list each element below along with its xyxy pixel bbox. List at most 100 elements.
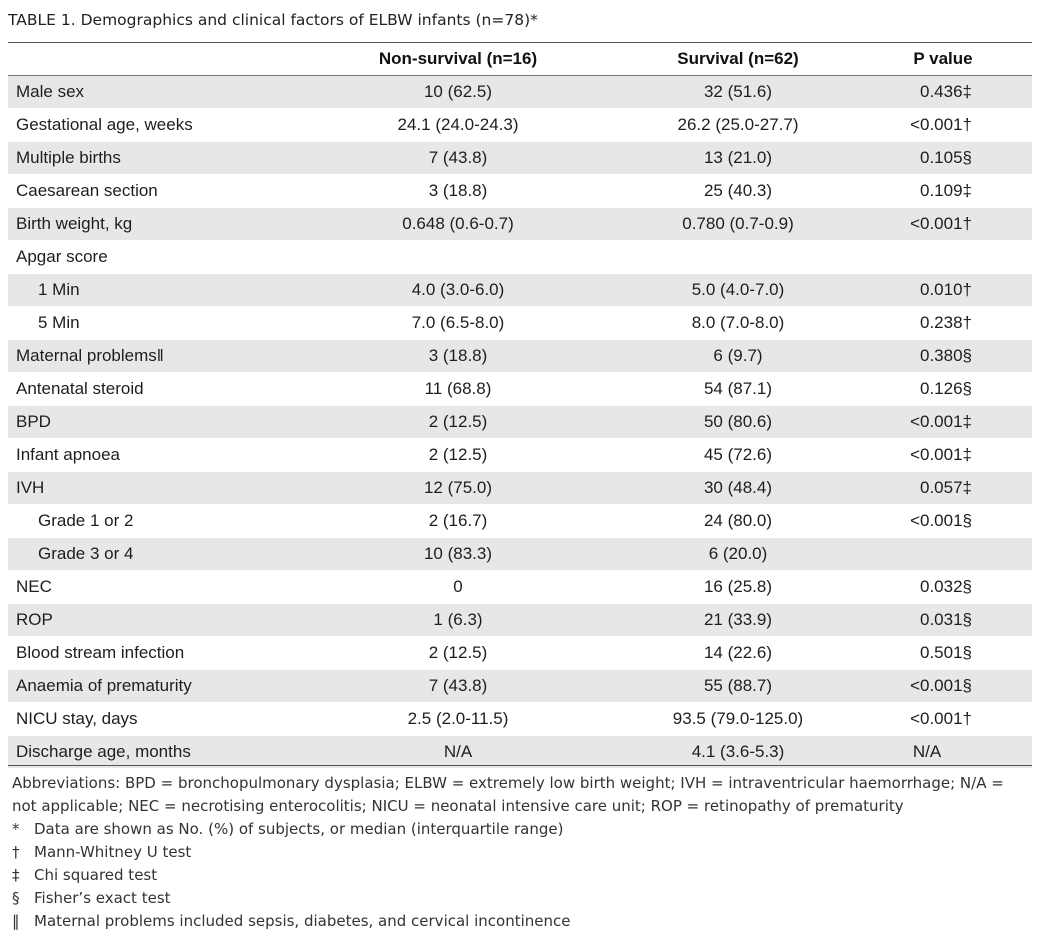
p-value: <0.001† — [910, 709, 972, 728]
header-label-column — [8, 43, 328, 75]
row-label: Maternal problems‖ — [16, 346, 164, 365]
nonsurvival-value: 7 (43.8) — [428, 148, 488, 167]
nonsurvival-value: 2 (16.7) — [428, 511, 488, 530]
table-row: BPD 2 (12.5) 50 (80.6) <0.001‡ — [8, 406, 1032, 439]
footnote: ‖ Maternal problems included sepsis, diab… — [12, 910, 1032, 933]
table-row: 5 Min 7.0 (6.5-8.0) 8.0 (7.0-8.0) 0.238† — [8, 307, 1032, 340]
row-label: NEC — [16, 577, 52, 596]
survival-value: 93.5 (79.0-125.0) — [672, 709, 804, 728]
footnote: § Fisher’s exact test — [12, 887, 1032, 910]
table-header: Non-survival (n=16) Survival (n=62) P va… — [8, 43, 1032, 75]
survival-value: 26.2 (25.0-27.7) — [677, 115, 799, 134]
survival-value: 5.0 (4.0-7.0) — [691, 280, 785, 299]
survival-value: 16 (25.8) — [703, 577, 773, 596]
p-value: 0.031§ — [920, 610, 972, 629]
p-value: 0.010† — [920, 280, 972, 299]
survival-value: 30 (48.4) — [703, 478, 773, 497]
survival-value: 32 (51.6) — [703, 82, 773, 101]
header-survival: Survival (n=62) — [677, 49, 799, 68]
abbreviations-note: Abbreviations: BPD = bronchopulmonary dy… — [12, 774, 1004, 815]
survival-value: 24 (80.0) — [703, 511, 773, 530]
footnote-text: Chi squared test — [34, 866, 158, 884]
table-row: Male sex 10 (62.5) 32 (51.6) 0.436‡ — [8, 76, 1032, 109]
survival-value: 21 (33.9) — [703, 610, 773, 629]
nonsurvival-value: 1 (6.3) — [433, 610, 483, 629]
bottom-rule — [8, 765, 1032, 766]
p-value: <0.001‡ — [910, 445, 972, 464]
table-row: Blood stream infection 2 (12.5) 14 (22.6) 0… — [8, 637, 1032, 670]
nonsurvival-value: 2 (12.5) — [428, 412, 488, 431]
top-rule — [8, 42, 1032, 43]
nonsurvival-value: 3 (18.8) — [428, 181, 488, 200]
footnotes-list: * Data are shown as No. (%) of subjects, … — [12, 818, 1032, 933]
table-row: Grade 1 or 2 2 (16.7) 24 (80.0) <0.001§ — [8, 505, 1032, 538]
table-row: NEC 0 16 (25.8) 0.032§ — [8, 571, 1032, 604]
nonsurvival-value: 12 (75.0) — [423, 478, 493, 497]
p-value: 0.238† — [920, 313, 972, 332]
p-value: 0.501§ — [920, 643, 972, 662]
nonsurvival-value: 10 (62.5) — [423, 82, 493, 101]
survival-value: 6 (9.7) — [713, 346, 763, 365]
nonsurvival-value: 3 (18.8) — [428, 346, 488, 365]
survival-value: 4.1 (3.6-5.3) — [691, 742, 785, 761]
header-nonsurvival: Non-survival (n=16) — [378, 49, 538, 68]
nonsurvival-value: 4.0 (3.0-6.0) — [411, 280, 505, 299]
footnote-symbol: § — [12, 889, 20, 907]
p-value: <0.001§ — [910, 511, 972, 530]
footnote: ‡ Chi squared test — [12, 864, 1032, 887]
p-value: N/A — [912, 742, 942, 761]
footnote-symbol: ‖ — [12, 912, 20, 930]
survival-value: 54 (87.1) — [703, 379, 773, 398]
p-value: 0.380§ — [920, 346, 972, 365]
row-label: BPD — [16, 412, 51, 431]
p-value: 0.057‡ — [920, 478, 972, 497]
p-value — [842, 241, 972, 273]
row-label: Multiple births — [16, 148, 121, 167]
row-label: Anaemia of prematurity — [16, 676, 192, 695]
nonsurvival-value: 2 (12.5) — [428, 643, 488, 662]
table-caption: TABLE 1. Demographics and clinical facto… — [8, 8, 538, 32]
footnote-symbol: ‡ — [12, 866, 20, 884]
table-row: Apgar score — [8, 241, 1032, 274]
table-row: ROP 1 (6.3) 21 (33.9) 0.031§ — [8, 604, 1032, 637]
nonsurvival-value: 7 (43.8) — [428, 676, 488, 695]
survival-value: 8.0 (7.0-8.0) — [691, 313, 785, 332]
row-label: Infant apnoea — [16, 445, 120, 464]
row-label: NICU stay, days — [16, 709, 138, 728]
row-label: 1 Min — [38, 280, 80, 299]
row-label: Male sex — [16, 82, 85, 101]
p-value: 0.105§ — [920, 148, 972, 167]
table-title: Demographics and clinical factors of ELB… — [80, 11, 538, 29]
row-label: Grade 1 or 2 — [38, 511, 134, 530]
p-value: <0.001§ — [910, 676, 972, 695]
row-label: Blood stream infection — [16, 643, 185, 662]
p-value: 0.436‡ — [920, 82, 972, 101]
p-value: <0.001‡ — [910, 412, 972, 431]
row-label: Caesarean section — [16, 181, 158, 200]
footnote-text: Mann-Whitney U test — [34, 843, 192, 861]
nonsurvival-value: 0 — [453, 577, 463, 596]
row-label: Gestational age, weeks — [16, 115, 193, 134]
survival-value: 25 (40.3) — [703, 181, 773, 200]
row-label: Birth weight, kg — [16, 214, 133, 233]
footnote: * Data are shown as No. (%) of subjects, … — [12, 818, 1032, 841]
footnote-symbol: * — [12, 820, 20, 838]
p-value: 0.126§ — [920, 379, 972, 398]
header-pvalue: P value — [913, 49, 973, 68]
row-label: 5 Min — [38, 313, 80, 332]
survival-value: 55 (88.7) — [703, 676, 773, 695]
nonsurvival-value: 0.648 (0.6-0.7) — [402, 214, 514, 233]
table-row: 1 Min 4.0 (3.0-6.0) 5.0 (4.0-7.0) 0.010† — [8, 274, 1032, 307]
nonsurvival-value: N/A — [443, 742, 473, 761]
p-value: <0.001† — [910, 115, 972, 134]
p-value: 0.032§ — [920, 577, 972, 596]
footnote-symbol: † — [12, 843, 20, 861]
p-value: <0.001† — [910, 214, 972, 233]
table-row: Caesarean section 3 (18.8) 25 (40.3) 0.109‡ — [8, 175, 1032, 208]
table-row: Discharge age, months N/A 4.1 (3.6-5.3) N/A — [8, 736, 1032, 769]
survival-value: 45 (72.6) — [703, 445, 773, 464]
nonsurvival-value: 11 (68.8) — [424, 379, 492, 398]
nonsurvival-value: 10 (83.3) — [423, 544, 493, 563]
survival-value: 13 (21.0) — [703, 148, 773, 167]
